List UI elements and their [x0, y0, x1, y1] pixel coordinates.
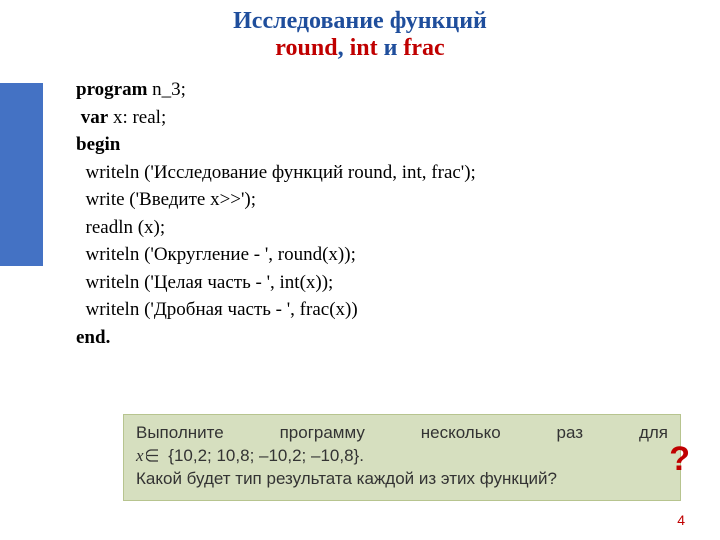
title-line1: Исследование функций — [233, 8, 487, 34]
pascal-code: program n_3; var x: real; begin writeln … — [76, 76, 476, 351]
code-line-3: begin — [76, 131, 476, 159]
slide-title: Исследование функций round, int и frac — [0, 0, 720, 62]
task-line-1: Выполните программу несколько раз для — [136, 422, 668, 445]
code-line-7: writeln ('Округление - ', round(x)); — [76, 241, 476, 269]
title-func-round: round — [275, 35, 337, 61]
element-of-icon — [146, 449, 161, 462]
question-mark: ? — [669, 440, 690, 479]
task-line-2: x {10,2; 10,8; –10,2; –10,8}. — [136, 445, 668, 468]
task-set: {10,2; 10,8; –10,2; –10,8}. — [164, 446, 364, 465]
page-number: 4 — [677, 512, 685, 528]
task-box: Выполните программу несколько раз для x … — [123, 414, 681, 501]
task-var-x: x — [136, 446, 144, 465]
code-line-8: writeln ('Целая часть - ', int(x)); — [76, 269, 476, 297]
code-line-10: end. — [76, 324, 476, 352]
code-line-4: writeln ('Исследование функций round, in… — [76, 159, 476, 187]
title-func-int: int — [350, 35, 378, 61]
title-and: и — [378, 35, 404, 61]
code-line-5: write ('Введите x>>'); — [76, 186, 476, 214]
title-func-frac: frac — [403, 35, 444, 61]
code-line-9: writeln ('Дробная часть - ', frac(x)) — [76, 296, 476, 324]
task-line-3: Какой будет тип результата каждой из эти… — [136, 468, 668, 491]
code-line-1: program n_3; — [76, 76, 476, 104]
title-sep1: , — [338, 35, 350, 61]
code-line-6: readln (x); — [76, 214, 476, 242]
left-blue-bar — [0, 83, 43, 266]
code-line-2: var x: real; — [76, 104, 476, 132]
